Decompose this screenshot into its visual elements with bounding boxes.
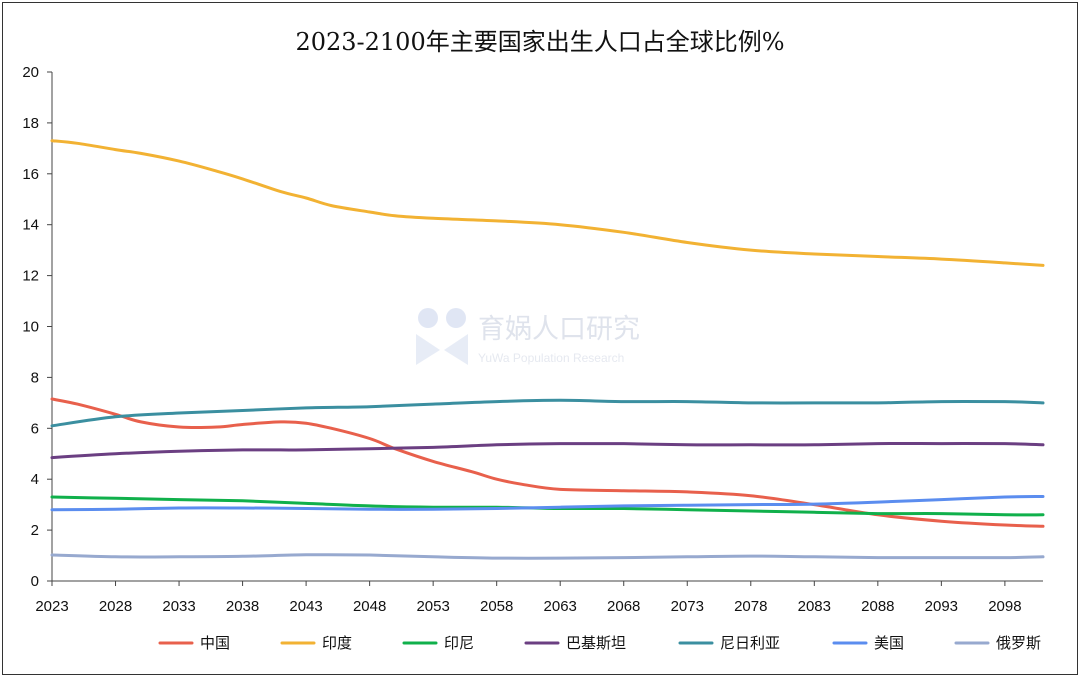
x-tick-label: 2068 [607,598,640,615]
x-tick-label: 2088 [861,598,894,615]
x-tick-label: 2083 [798,598,831,615]
y-tick-label: 14 [22,217,39,234]
y-tick-label: 6 [31,420,39,437]
chart-title: 2023-2100年主要国家出生人口占全球比例% [295,28,784,56]
x-tick-label: 2053 [416,598,449,615]
y-tick-label: 10 [22,319,39,336]
y-tick-label: 2 [31,522,39,539]
watermark-text: 育娲人口研究 [478,314,640,345]
series-line-5 [50,398,1045,428]
x-tick-label: 2028 [99,598,132,615]
y-tick-label: 4 [31,471,39,488]
series-line-7 [50,553,1045,560]
x-tick-label: 2058 [480,598,513,615]
legend-label-5: 尼日利亚 [720,634,780,652]
legend-label-6: 美国 [874,634,904,652]
y-tick-label: 16 [22,166,39,183]
x-tick-label: 2033 [162,598,195,615]
y-tick-label: 0 [31,573,39,590]
series-line-4 [50,441,1045,460]
series-line-6 [50,495,1045,512]
series-line-2 [50,139,1045,267]
series-layer [50,139,1045,560]
legend: 中国 印度 印尼 巴基斯坦 尼日利亚 美国 俄罗斯 [158,634,1041,652]
legend-label-2: 印度 [322,634,352,652]
legend-label-4: 巴基斯坦 [566,634,626,652]
watermark-logo-icon [416,308,468,365]
x-tick-label: 2093 [925,598,958,615]
x-tick-label: 2078 [734,598,767,615]
x-tick-label: 2048 [353,598,386,615]
x-tick-label: 2023 [35,598,68,615]
x-tick-label: 2063 [544,598,577,615]
series-line-3 [50,495,1045,517]
x-tick-label: 2073 [671,598,704,615]
legend-label-7: 俄罗斯 [996,634,1041,652]
y-tick-label: 8 [31,369,39,386]
legend-label-3: 印尼 [444,634,474,652]
y-tick-label: 20 [22,64,39,81]
watermark-subtext: YuWa Population Research [478,351,624,365]
x-tick-label: 2043 [289,598,322,615]
watermark: 育娲人口研究 YuWa Population Research [416,308,640,365]
legend-label-1: 中国 [200,634,230,652]
x-tick-label: 2098 [988,598,1021,615]
y-tick-label: 18 [22,115,39,132]
y-tick-label: 12 [22,268,39,285]
x-tick-label: 2038 [226,598,259,615]
